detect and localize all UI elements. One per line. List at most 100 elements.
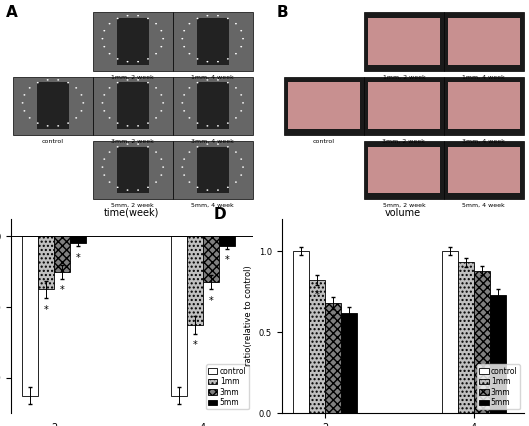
- Circle shape: [240, 174, 242, 176]
- Circle shape: [183, 94, 185, 96]
- Bar: [442, 251, 458, 413]
- Text: 1mm, 2 week: 1mm, 2 week: [112, 75, 154, 80]
- Circle shape: [137, 143, 139, 145]
- Bar: [197, 147, 229, 193]
- Bar: [364, 141, 444, 199]
- Circle shape: [160, 30, 162, 32]
- Circle shape: [160, 174, 162, 176]
- Bar: [117, 83, 149, 129]
- Circle shape: [197, 146, 198, 148]
- Circle shape: [103, 46, 105, 47]
- Circle shape: [235, 117, 237, 119]
- Circle shape: [197, 58, 198, 60]
- Circle shape: [240, 110, 242, 112]
- Text: *: *: [193, 340, 197, 350]
- Circle shape: [206, 79, 208, 81]
- Circle shape: [126, 15, 129, 17]
- Text: 5mm, 4 week: 5mm, 4 week: [462, 203, 505, 208]
- Bar: [93, 141, 173, 199]
- Circle shape: [29, 87, 31, 89]
- Circle shape: [227, 58, 229, 60]
- Circle shape: [126, 125, 129, 127]
- Bar: [38, 236, 54, 289]
- Bar: [364, 12, 444, 71]
- Bar: [325, 303, 341, 413]
- Text: *: *: [315, 290, 320, 300]
- Text: control: control: [313, 139, 335, 144]
- Text: 5mm, 2 week: 5mm, 2 week: [112, 203, 154, 208]
- Bar: [197, 18, 229, 65]
- Bar: [70, 236, 86, 243]
- Text: 3mm, 4 week: 3mm, 4 week: [462, 139, 505, 144]
- Bar: [187, 236, 203, 325]
- Title: time(week): time(week): [104, 208, 159, 218]
- Circle shape: [217, 143, 219, 145]
- Circle shape: [240, 158, 242, 160]
- Text: 5mm, 4 week: 5mm, 4 week: [191, 203, 234, 208]
- Circle shape: [126, 143, 129, 145]
- Circle shape: [83, 102, 84, 104]
- Circle shape: [67, 122, 69, 124]
- Text: D: D: [214, 207, 226, 222]
- Circle shape: [147, 82, 149, 83]
- Circle shape: [117, 146, 118, 148]
- Circle shape: [160, 46, 162, 47]
- Circle shape: [102, 38, 103, 40]
- Circle shape: [155, 53, 157, 55]
- Bar: [288, 83, 360, 129]
- Bar: [474, 271, 490, 413]
- Bar: [171, 236, 187, 395]
- Circle shape: [240, 94, 242, 96]
- Bar: [197, 83, 229, 129]
- Circle shape: [147, 187, 149, 188]
- Circle shape: [240, 30, 242, 32]
- Bar: [173, 141, 253, 199]
- Circle shape: [126, 61, 129, 63]
- Circle shape: [103, 30, 105, 32]
- Circle shape: [235, 151, 237, 153]
- Circle shape: [217, 79, 219, 81]
- Circle shape: [37, 122, 39, 124]
- Text: *: *: [76, 253, 80, 262]
- Circle shape: [217, 125, 219, 127]
- Circle shape: [197, 82, 198, 83]
- Circle shape: [47, 125, 49, 127]
- Circle shape: [235, 181, 237, 183]
- Text: 1mm, 2 week: 1mm, 2 week: [382, 75, 425, 80]
- Circle shape: [235, 53, 237, 55]
- Circle shape: [188, 181, 190, 183]
- Bar: [448, 83, 519, 129]
- Circle shape: [108, 23, 111, 24]
- Bar: [448, 147, 519, 193]
- Circle shape: [147, 18, 149, 19]
- Text: 1mm, 4 week: 1mm, 4 week: [191, 75, 234, 80]
- Circle shape: [235, 23, 237, 24]
- Circle shape: [235, 87, 237, 89]
- Circle shape: [206, 15, 208, 17]
- Circle shape: [147, 122, 149, 124]
- Circle shape: [183, 174, 185, 176]
- Circle shape: [242, 166, 244, 168]
- Circle shape: [206, 189, 208, 191]
- Circle shape: [188, 23, 190, 24]
- Circle shape: [108, 53, 111, 55]
- Bar: [364, 77, 444, 135]
- Circle shape: [67, 82, 69, 83]
- Circle shape: [183, 46, 185, 47]
- Bar: [368, 18, 440, 65]
- Bar: [22, 236, 38, 395]
- Circle shape: [181, 166, 183, 168]
- Bar: [490, 295, 506, 413]
- Circle shape: [126, 79, 129, 81]
- Bar: [309, 280, 325, 413]
- Circle shape: [242, 38, 244, 40]
- Circle shape: [137, 79, 139, 81]
- Circle shape: [103, 158, 105, 160]
- Circle shape: [57, 79, 59, 81]
- Bar: [444, 77, 524, 135]
- Circle shape: [160, 158, 162, 160]
- Text: *: *: [331, 314, 335, 323]
- Circle shape: [108, 151, 111, 153]
- Circle shape: [188, 117, 190, 119]
- Circle shape: [103, 94, 105, 96]
